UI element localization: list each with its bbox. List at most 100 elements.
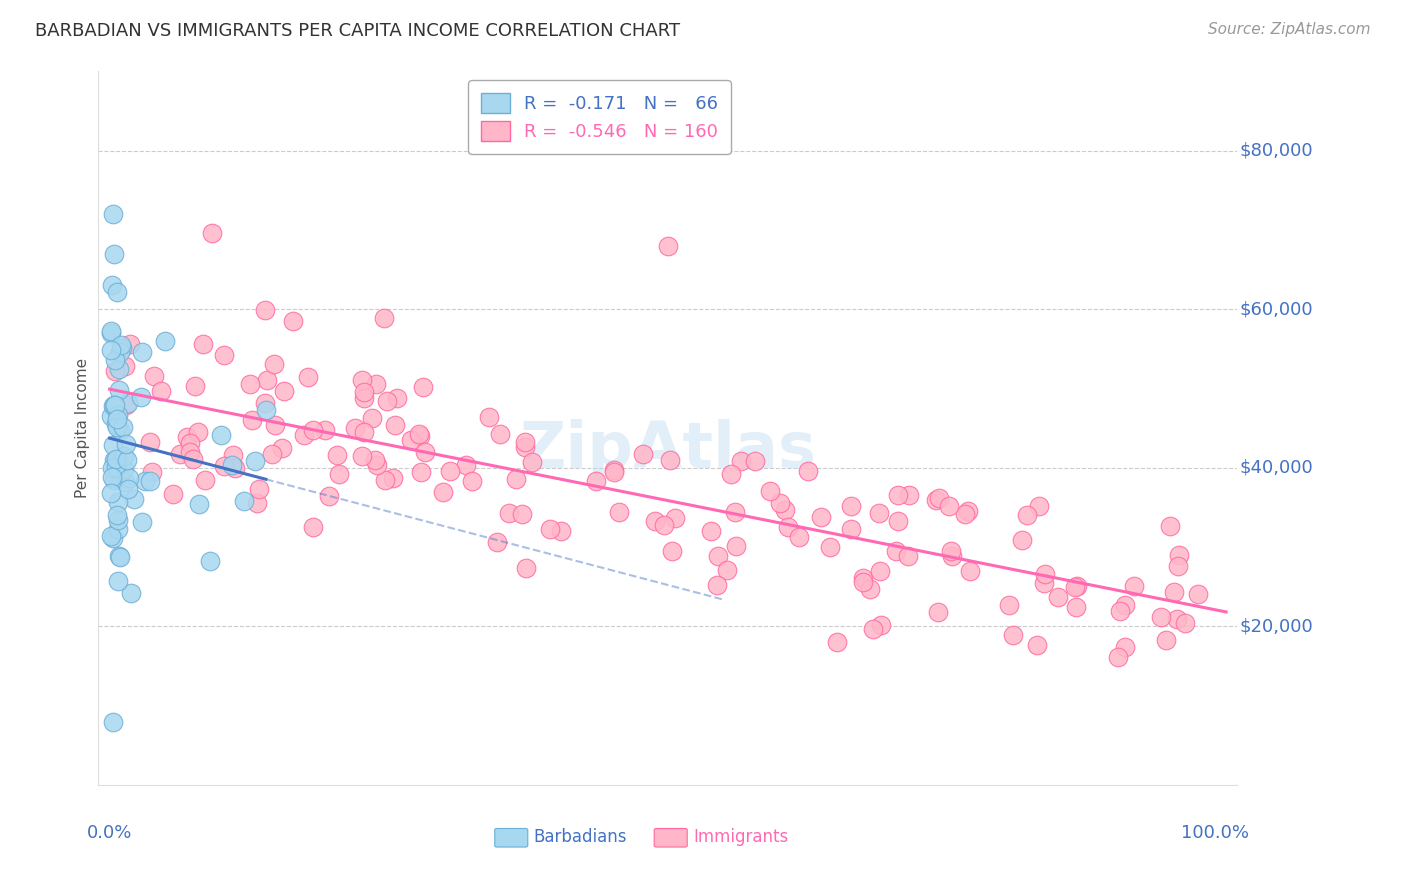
Point	[486, 535, 509, 549]
Point	[852, 571, 875, 585]
Point	[659, 452, 682, 467]
Point	[101, 278, 124, 293]
Point	[409, 465, 432, 479]
Point	[759, 483, 782, 498]
Point	[246, 495, 269, 509]
Point	[1168, 548, 1191, 562]
Point	[505, 472, 527, 486]
Point	[364, 452, 387, 467]
Point	[187, 425, 209, 439]
Point	[101, 207, 124, 221]
Point	[1017, 508, 1039, 523]
Point	[120, 585, 142, 599]
Point	[100, 324, 122, 338]
Point	[1122, 579, 1144, 593]
Point	[1064, 600, 1087, 615]
Point	[103, 452, 125, 467]
Point	[328, 467, 350, 482]
Point	[862, 622, 884, 636]
Point	[1150, 609, 1173, 624]
Point	[209, 428, 232, 442]
Point	[212, 348, 235, 362]
Point	[104, 353, 127, 368]
Point	[101, 714, 124, 729]
Point	[374, 474, 396, 488]
Point	[439, 464, 461, 478]
Point	[852, 575, 875, 590]
Point	[939, 543, 962, 558]
Point	[941, 549, 963, 564]
Point	[373, 311, 395, 326]
Point	[115, 452, 138, 467]
Point	[108, 549, 131, 564]
Point	[489, 426, 512, 441]
Point	[1108, 604, 1130, 618]
Point	[898, 488, 921, 502]
Point	[176, 430, 198, 444]
Point	[114, 359, 136, 373]
Point	[100, 485, 122, 500]
Point	[139, 474, 162, 488]
Point	[787, 530, 810, 544]
Point	[361, 411, 384, 425]
Point	[631, 447, 654, 461]
Point	[110, 338, 132, 352]
Point	[825, 634, 848, 648]
Point	[240, 413, 263, 427]
Point	[353, 385, 375, 400]
Point	[103, 473, 125, 487]
Point	[169, 447, 191, 461]
Point	[194, 473, 217, 487]
Point	[1163, 584, 1185, 599]
Point	[1114, 640, 1136, 654]
Point	[461, 474, 484, 488]
Point	[134, 474, 156, 488]
Point	[297, 370, 319, 384]
Point	[131, 516, 153, 530]
Point	[100, 343, 122, 358]
Point	[262, 447, 284, 461]
Point	[720, 467, 742, 481]
Point	[221, 449, 243, 463]
Point	[221, 458, 243, 472]
Point	[841, 522, 863, 536]
Point	[253, 303, 276, 318]
Text: $40,000: $40,000	[1240, 458, 1313, 477]
Legend: R =  -0.171   N =   66, R =  -0.546   N = 160: R = -0.171 N = 66, R = -0.546 N = 160	[468, 80, 731, 153]
Point	[652, 517, 675, 532]
Point	[104, 417, 127, 431]
Point	[382, 471, 405, 485]
Point	[108, 423, 131, 437]
Point	[1174, 615, 1197, 630]
Point	[707, 549, 730, 563]
Point	[105, 419, 128, 434]
Point	[859, 582, 882, 596]
Point	[179, 445, 201, 459]
Point	[118, 470, 141, 484]
Point	[522, 454, 544, 468]
Point	[107, 574, 129, 588]
Point	[1187, 586, 1209, 600]
Point	[408, 427, 430, 442]
Point	[155, 334, 177, 349]
Point	[302, 520, 325, 534]
Point	[103, 246, 125, 260]
Point	[1033, 566, 1056, 581]
Point	[107, 513, 129, 527]
Point	[957, 504, 980, 518]
Point	[112, 449, 135, 463]
Point	[585, 474, 607, 488]
Point	[706, 578, 728, 592]
Point	[998, 598, 1021, 612]
Text: $80,000: $80,000	[1240, 142, 1313, 160]
Point	[887, 488, 910, 502]
Text: $60,000: $60,000	[1240, 301, 1313, 318]
Point	[818, 540, 841, 554]
Point	[318, 489, 340, 503]
Point	[107, 522, 129, 536]
Point	[925, 492, 948, 507]
Point	[607, 505, 630, 519]
Point	[1011, 533, 1033, 548]
Point	[869, 564, 891, 578]
Point	[550, 524, 572, 538]
